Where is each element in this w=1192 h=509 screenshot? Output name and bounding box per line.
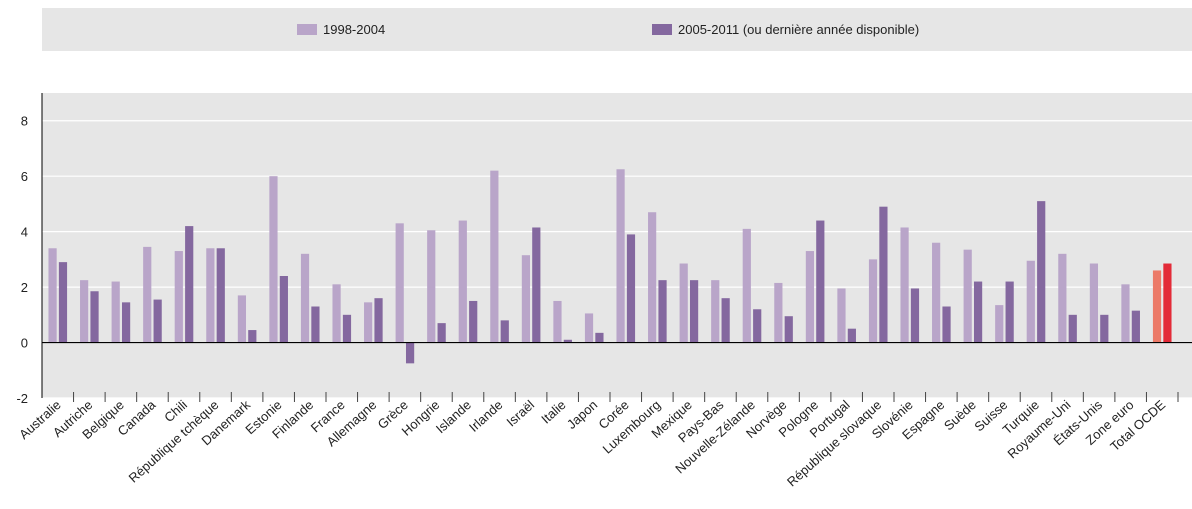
bar xyxy=(1005,281,1014,343)
bar xyxy=(311,306,320,343)
bar xyxy=(521,255,531,343)
x-tick-label: Suède xyxy=(941,397,979,433)
bar xyxy=(500,320,509,343)
bar xyxy=(364,302,373,343)
bar xyxy=(742,228,751,343)
bar xyxy=(153,299,162,343)
bars xyxy=(48,169,1172,364)
bar xyxy=(248,330,257,343)
legend-swatch xyxy=(652,24,672,35)
axes xyxy=(41,93,1192,402)
bar xyxy=(626,234,636,343)
y-tick-label: -2 xyxy=(16,391,28,406)
bar xyxy=(1068,314,1077,343)
y-tick-labels: -2 0 2 4 6 8 xyxy=(16,114,28,406)
bar xyxy=(269,176,278,343)
bar xyxy=(910,288,920,343)
bar xyxy=(300,253,310,343)
x-tick-label: Israël xyxy=(503,397,537,429)
bar xyxy=(1152,270,1162,343)
bar xyxy=(837,288,846,343)
bar xyxy=(237,295,247,343)
bar xyxy=(847,328,856,343)
bar xyxy=(1121,284,1130,343)
bar xyxy=(48,248,57,343)
bar xyxy=(721,298,730,343)
x-tick-label: Irlande xyxy=(466,397,506,435)
bar xyxy=(1026,260,1035,343)
bar xyxy=(658,280,667,343)
y-tick-label: 0 xyxy=(21,336,28,351)
bar xyxy=(595,332,604,343)
bar xyxy=(942,306,951,343)
bar xyxy=(121,302,131,343)
x-tick-label: Japon xyxy=(564,397,600,432)
bar xyxy=(206,248,215,343)
bar xyxy=(1037,201,1046,343)
bar xyxy=(584,313,594,343)
bar xyxy=(437,323,446,343)
bar xyxy=(648,212,657,343)
bar xyxy=(374,298,383,343)
bar xyxy=(879,206,888,343)
bar xyxy=(711,280,720,343)
bar xyxy=(616,169,625,343)
bar xyxy=(279,276,288,343)
bar xyxy=(395,223,404,343)
bar xyxy=(679,263,688,343)
bar xyxy=(174,251,183,343)
bar xyxy=(784,316,793,343)
bar xyxy=(553,300,562,343)
legend-label: 1998-2004 xyxy=(323,22,385,37)
bar xyxy=(458,220,467,343)
bar xyxy=(490,170,499,343)
legend-box xyxy=(42,8,1192,51)
bar xyxy=(469,300,478,343)
bar xyxy=(532,227,541,343)
bar xyxy=(816,220,825,343)
y-tick-label: 2 xyxy=(21,280,28,295)
bar xyxy=(1131,310,1140,343)
bar xyxy=(689,280,699,343)
bar xyxy=(900,227,909,343)
bar xyxy=(1163,263,1172,343)
legend-swatch xyxy=(297,24,317,35)
bar xyxy=(1100,314,1109,343)
bar xyxy=(932,242,941,343)
y-tick-label: 8 xyxy=(21,114,28,129)
bar xyxy=(868,259,878,343)
y-tick-label: 6 xyxy=(21,169,28,184)
bar xyxy=(995,305,1004,343)
bar xyxy=(58,262,68,343)
legend-label: 2005-2011 (ou dernière année disponible) xyxy=(678,22,919,37)
bar xyxy=(1058,253,1067,343)
bar xyxy=(185,226,194,343)
bar xyxy=(973,281,983,343)
bar xyxy=(342,314,352,343)
bar xyxy=(805,251,815,343)
bar xyxy=(80,280,89,343)
bar xyxy=(111,281,120,343)
bar xyxy=(216,248,225,343)
y-tick-label: 4 xyxy=(21,225,28,240)
bar xyxy=(563,339,572,343)
bar xyxy=(1089,263,1099,343)
bar xyxy=(963,249,972,343)
bar xyxy=(143,246,152,343)
bar xyxy=(405,342,415,364)
bar xyxy=(332,284,341,343)
bar xyxy=(774,282,783,343)
legend: 1998-2004 2005-2011 (ou dernière année di… xyxy=(297,22,919,37)
bar xyxy=(427,230,436,343)
bar xyxy=(753,309,762,343)
x-tick-label: Islande xyxy=(433,397,474,436)
bar xyxy=(90,291,99,343)
